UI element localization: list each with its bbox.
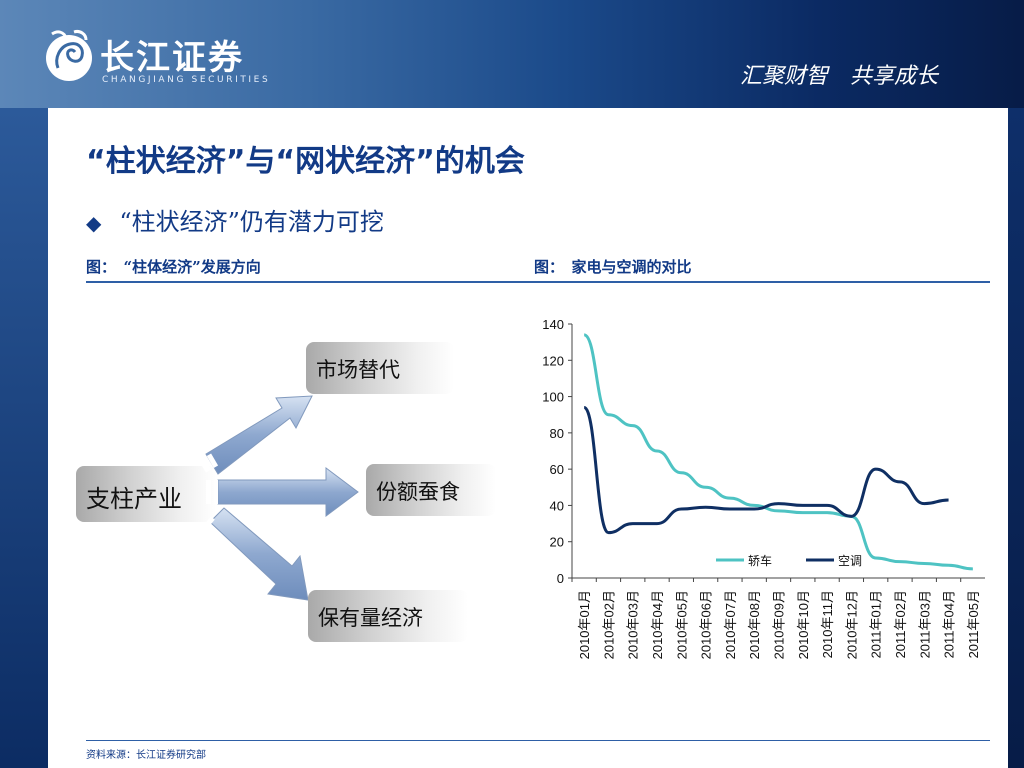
diagram-main-box: 支柱产业 — [76, 466, 216, 522]
diagram-box-share-erosion: 份额蚕食 — [366, 464, 496, 516]
x-tick-label: 2010年09月 — [772, 590, 787, 659]
right-border — [1008, 108, 1024, 768]
arrow-right-icon — [217, 467, 359, 517]
y-tick-label: 0 — [557, 571, 564, 586]
dragon-emblem-icon — [46, 30, 92, 81]
x-tick-label: 2010年10月 — [796, 590, 811, 659]
arrow-up-right-icon — [205, 395, 313, 475]
x-tick-label: 2011年04月 — [942, 590, 957, 658]
x-tick-label: 2010年08月 — [747, 590, 762, 659]
arrow-down-right-icon — [209, 507, 309, 601]
diagram-box-stock-economy: 保有量经济 — [308, 590, 468, 642]
diagram-main-label: 支柱产业 — [86, 485, 182, 513]
caption-left: 图： “柱体经济”发展方向 — [86, 258, 261, 276]
line-chart: 0 20 40 60 80 100 120 140 2010年01月 2010年02月 2010年0… — [542, 317, 985, 659]
x-tick-label: 2011年03月 — [917, 590, 932, 658]
series-line-0 — [583, 333, 973, 571]
x-tick-label: 2010年01月 — [577, 590, 592, 659]
y-tick-label: 20 — [550, 535, 564, 550]
diagram-label-0: 市场替代 — [316, 358, 400, 382]
source-note: 资料来源：长江证券研究部 — [86, 750, 206, 761]
bullet-text: “柱状经济”仍有潜力可挖 — [119, 208, 384, 236]
company-logo: 长江证券 CHANGJIANG SECURITIES — [44, 28, 284, 88]
x-tick-label: 2010年02月 — [601, 590, 616, 659]
x-tick-label: 2010年03月 — [626, 590, 641, 659]
diagram-arrows — [198, 395, 359, 601]
y-tick-label: 100 — [542, 390, 564, 405]
x-tick-label: 2010年06月 — [699, 590, 714, 659]
y-tick-label: 120 — [542, 353, 564, 368]
diagram-label-2: 保有量经济 — [318, 606, 423, 630]
diagram-box-market-replacement: 市场替代 — [306, 342, 454, 394]
diamond-bullet-icon: ◆ — [86, 211, 102, 235]
x-tick-label: 2011年01月 — [869, 590, 884, 658]
y-tick-label: 140 — [542, 317, 564, 332]
caption-right: 图： 家电与空调的对比 — [534, 258, 692, 276]
left-border — [0, 108, 48, 768]
slide-content-area — [48, 108, 1008, 768]
y-tick-label: 60 — [550, 462, 564, 477]
x-tick-label: 2010年05月 — [674, 590, 689, 659]
caption-divider — [86, 281, 990, 283]
x-tick-label: 2010年12月 — [844, 590, 859, 659]
diagram-label-1: 份额蚕食 — [376, 480, 460, 504]
x-tick-label: 2011年02月 — [893, 590, 908, 658]
header-banner — [0, 0, 1024, 108]
slide-title: “柱状经济”与“网状经济”的机会 — [86, 144, 525, 179]
legend-label-1: 空调 — [838, 554, 862, 568]
x-tick-label: 2010年11月 — [820, 590, 835, 658]
slogan: 汇聚财智 共享成长 — [740, 64, 939, 89]
series-line-1 — [582, 405, 949, 535]
bullet-point: ◆ “柱状经济”仍有潜力可挖 — [86, 202, 384, 237]
x-tick-label: 2011年05月 — [966, 590, 981, 658]
logo-chinese-name: 长江证券 — [100, 38, 244, 78]
x-tick-label: 2010年04月 — [650, 590, 665, 659]
footer-divider — [86, 740, 990, 741]
y-tick-label: 40 — [550, 498, 564, 513]
y-tick-label: 80 — [550, 426, 564, 441]
x-tick-label: 2010年07月 — [723, 590, 738, 659]
logo-english-name: CHANGJIANG SECURITIES — [102, 75, 271, 85]
legend-label-0: 轿车 — [748, 553, 772, 568]
